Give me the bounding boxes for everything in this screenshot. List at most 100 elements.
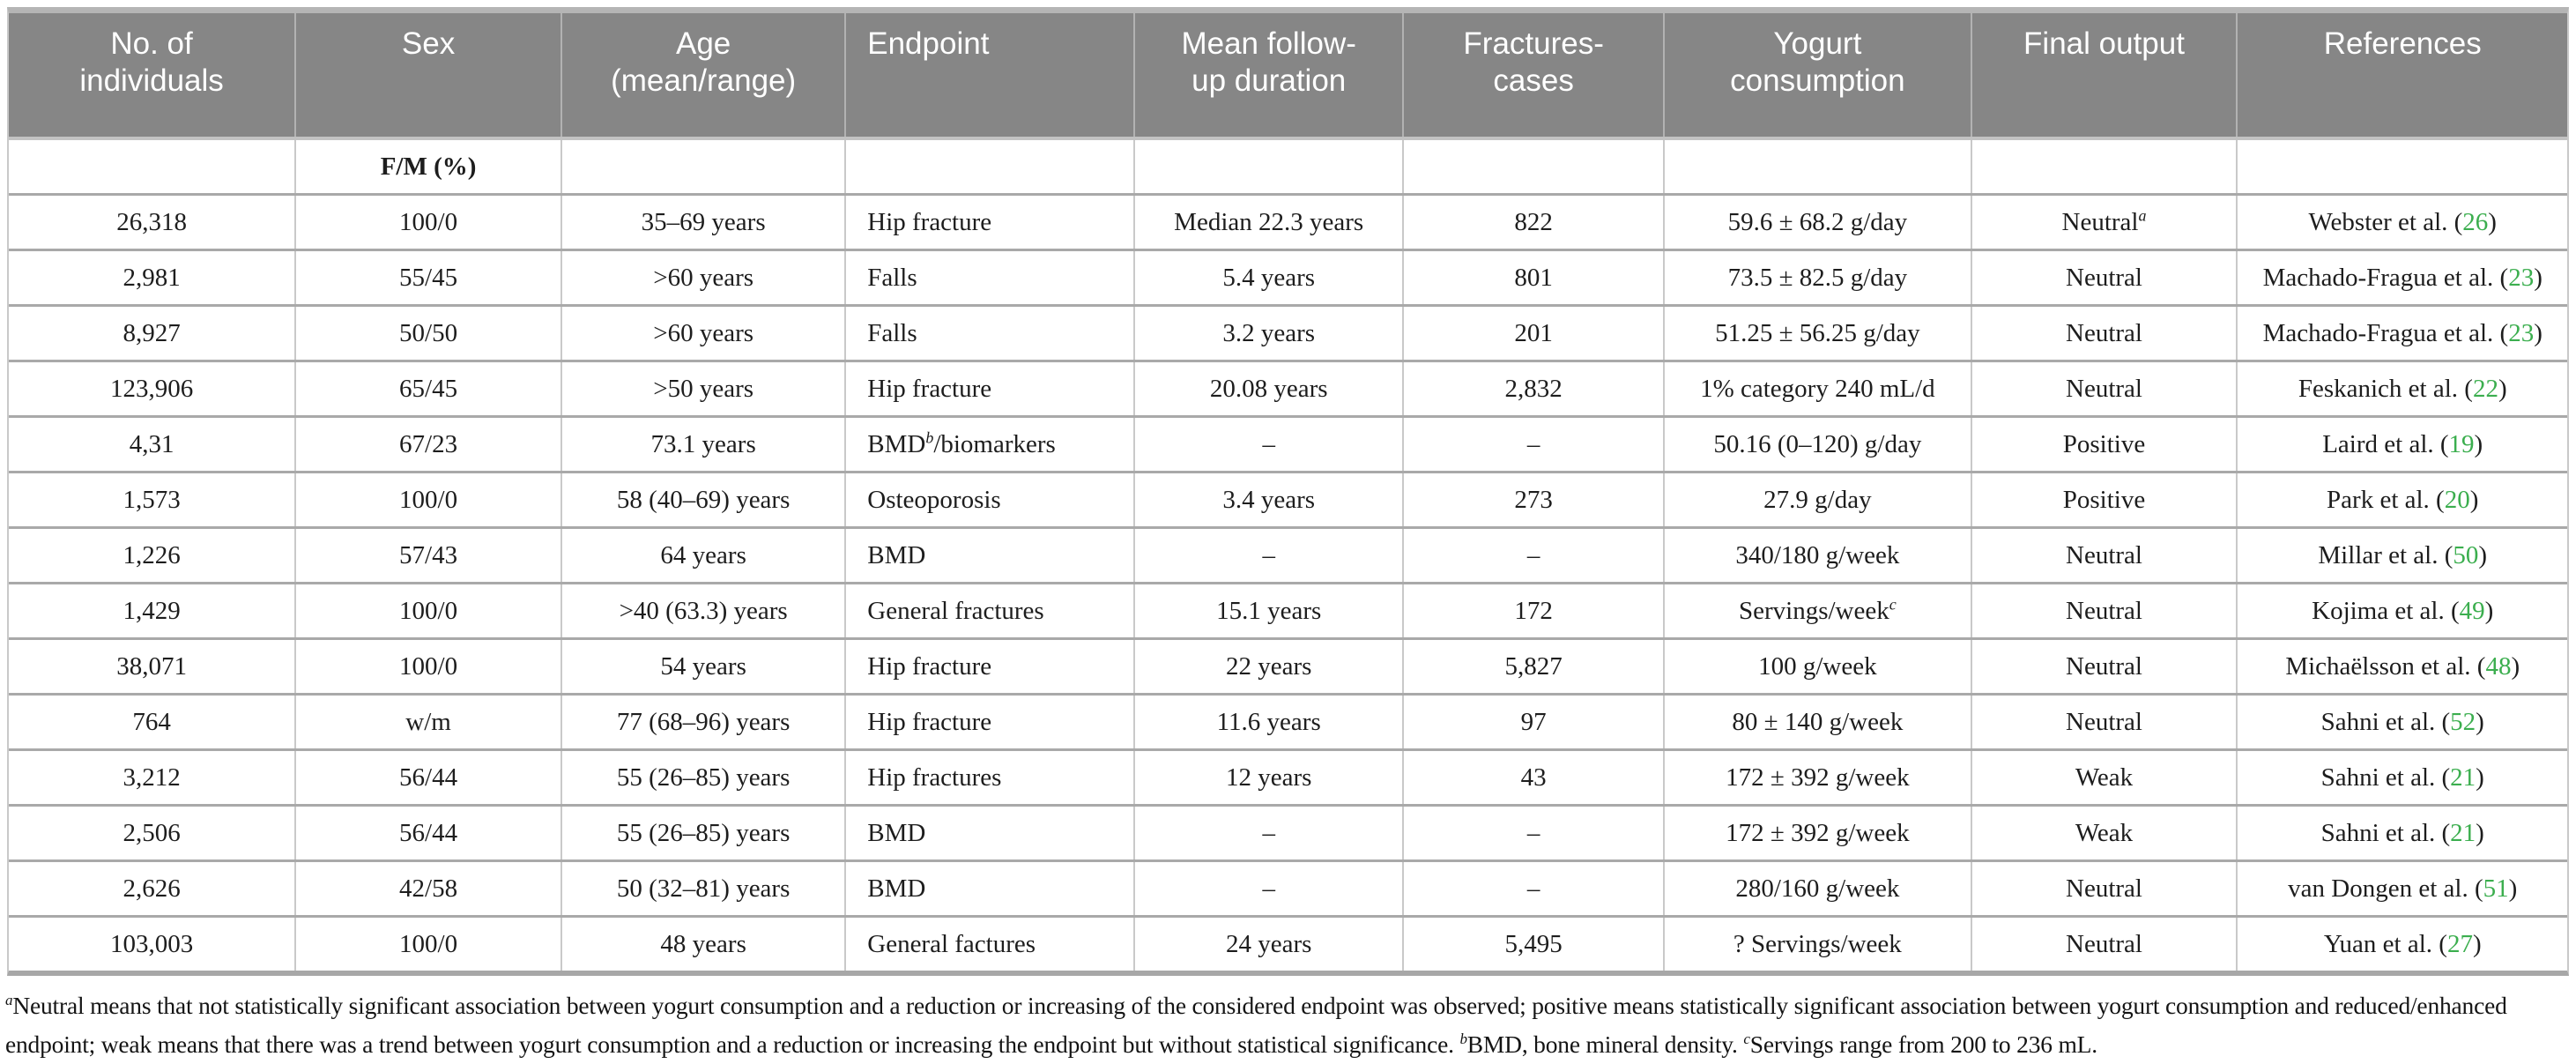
cell-followup: 15.1 years <box>1133 582 1404 639</box>
subheader-cell <box>1402 137 1665 195</box>
cell-yogurt: 280/160 g/week <box>1663 859 1971 917</box>
cell-individuals: 26,318 <box>9 193 296 250</box>
subheader-row: F/M (%) <box>9 137 2567 195</box>
subheader-cell <box>9 137 296 195</box>
table-row: 8,927 50/50 >60 years Falls 3.2 years 20… <box>9 304 2567 361</box>
cell-fractures: 5,827 <box>1402 637 1665 695</box>
cell-followup: 3.2 years <box>1133 304 1404 361</box>
column-header-sex: Sex <box>294 13 562 138</box>
reference-citation-link[interactable]: 49 <box>2459 596 2485 625</box>
cell-sex: 50/50 <box>294 304 562 361</box>
subheader-cell <box>1663 137 1971 195</box>
column-header-followup: Mean follow-up duration <box>1133 13 1404 138</box>
cell-output: Neutral <box>1970 360 2238 417</box>
reference-citation-link[interactable]: 48 <box>2485 651 2512 681</box>
reference-citation-link[interactable]: 20 <box>2444 485 2470 514</box>
cell-individuals: 3,212 <box>9 748 296 806</box>
header-row: No. of individuals Sex Age (mean/range) … <box>9 13 2567 138</box>
study-table-container: No. of individuals Sex Age (mean/range) … <box>7 7 2569 976</box>
table-row: 2,981 55/45 >60 years Falls 5.4 years 80… <box>9 249 2567 306</box>
cell-individuals: 1,429 <box>9 582 296 639</box>
cell-endpoint: Falls <box>844 304 1135 361</box>
cell-endpoint: BMD <box>844 859 1135 917</box>
reference-citation-link[interactable]: 22 <box>2472 374 2498 403</box>
cell-endpoint: Hip fracture <box>844 693 1135 750</box>
cell-age: 58 (40–69) years <box>560 471 846 528</box>
cell-endpoint: General fractures <box>844 582 1135 639</box>
cell-sex: w/m <box>294 693 562 750</box>
cell-yogurt: 172 ± 392 g/week <box>1663 804 1971 861</box>
cell-individuals: 103,003 <box>9 915 296 971</box>
cell-reference: Webster et al. (26) <box>2236 193 2567 250</box>
table-row: 764 w/m 77 (68–96) years Hip fracture 11… <box>9 693 2567 750</box>
subheader-cell <box>1970 137 2238 195</box>
cell-endpoint: Hip fracture <box>844 193 1135 250</box>
cell-followup: – <box>1133 859 1404 917</box>
cell-endpoint: Hip fracture <box>844 637 1135 695</box>
cell-sex: 100/0 <box>294 582 562 639</box>
reference-citation-link[interactable]: 23 <box>2508 318 2535 347</box>
cell-yogurt: 1% category 240 mL/d <box>1663 360 1971 417</box>
table-row: 1,226 57/43 64 years BMD – – 340/180 g/w… <box>9 526 2567 584</box>
table-row: 1,573 100/0 58 (40–69) years Osteoporosi… <box>9 471 2567 528</box>
cell-fractures: 273 <box>1402 471 1665 528</box>
study-table: No. of individuals Sex Age (mean/range) … <box>9 13 2567 971</box>
cell-individuals: 4,31 <box>9 415 296 472</box>
subheader-cell <box>560 137 846 195</box>
cell-individuals: 1,573 <box>9 471 296 528</box>
reference-citation-link[interactable]: 23 <box>2508 263 2535 292</box>
cell-sex: 100/0 <box>294 637 562 695</box>
cell-age: 55 (26–85) years <box>560 804 846 861</box>
table-row: 1,429 100/0 >40 (63.3) years General fra… <box>9 582 2567 639</box>
cell-age: 50 (32–81) years <box>560 859 846 917</box>
cell-fractures: 172 <box>1402 582 1665 639</box>
cell-followup: Median 22.3 years <box>1133 193 1404 250</box>
cell-yogurt: 51.25 ± 56.25 g/day <box>1663 304 1971 361</box>
column-header-fractures: Fractures-cases <box>1402 13 1665 138</box>
cell-followup: 12 years <box>1133 748 1404 806</box>
reference-citation-link[interactable]: 27 <box>2446 929 2473 958</box>
cell-yogurt: Servings/weekc <box>1663 582 1971 639</box>
reference-citation-link[interactable]: 21 <box>2450 818 2476 847</box>
cell-sex: 100/0 <box>294 471 562 528</box>
reference-citation-link[interactable]: 26 <box>2462 207 2489 236</box>
reference-citation-link[interactable]: 50 <box>2453 540 2479 569</box>
cell-endpoint: General factures <box>844 915 1135 971</box>
cell-yogurt: ? Servings/week <box>1663 915 1971 971</box>
cell-followup: 20.08 years <box>1133 360 1404 417</box>
cell-yogurt: 59.6 ± 68.2 g/day <box>1663 193 1971 250</box>
cell-reference: Sahni et al. (21) <box>2236 748 2567 806</box>
cell-reference: van Dongen et al. (51) <box>2236 859 2567 917</box>
cell-reference: Sahni et al. (52) <box>2236 693 2567 750</box>
cell-output: Weak <box>1970 748 2238 806</box>
cell-fractures: 43 <box>1402 748 1665 806</box>
cell-sex: 65/45 <box>294 360 562 417</box>
reference-citation-link[interactable]: 21 <box>2450 763 2476 792</box>
cell-followup: – <box>1133 526 1404 584</box>
cell-reference: Yuan et al. (27) <box>2236 915 2567 971</box>
cell-age: 54 years <box>560 637 846 695</box>
cell-yogurt: 172 ± 392 g/week <box>1663 748 1971 806</box>
cell-age: 73.1 years <box>560 415 846 472</box>
table-row: 2,626 42/58 50 (32–81) years BMD – – 280… <box>9 859 2567 917</box>
cell-output: Weak <box>1970 804 2238 861</box>
cell-sex: 42/58 <box>294 859 562 917</box>
cell-output: Positive <box>1970 415 2238 472</box>
cell-individuals: 2,981 <box>9 249 296 306</box>
table-row: 4,31 67/23 73.1 years BMDb/biomarkers – … <box>9 415 2567 472</box>
reference-citation-link[interactable]: 52 <box>2450 707 2476 736</box>
column-header-individuals: No. of individuals <box>9 13 296 138</box>
table-row: 123,906 65/45 >50 years Hip fracture 20.… <box>9 360 2567 417</box>
cell-fractures: – <box>1402 859 1665 917</box>
cell-fractures: 201 <box>1402 304 1665 361</box>
cell-yogurt: 100 g/week <box>1663 637 1971 695</box>
reference-citation-link[interactable]: 51 <box>2483 874 2509 903</box>
cell-sex: 56/44 <box>294 748 562 806</box>
cell-individuals: 2,506 <box>9 804 296 861</box>
cell-reference: Laird et al. (19) <box>2236 415 2567 472</box>
table-row: 26,318 100/0 35–69 years Hip fracture Me… <box>9 193 2567 250</box>
cell-sex: 55/45 <box>294 249 562 306</box>
cell-individuals: 8,927 <box>9 304 296 361</box>
cell-fractures: 97 <box>1402 693 1665 750</box>
reference-citation-link[interactable]: 19 <box>2448 429 2475 458</box>
